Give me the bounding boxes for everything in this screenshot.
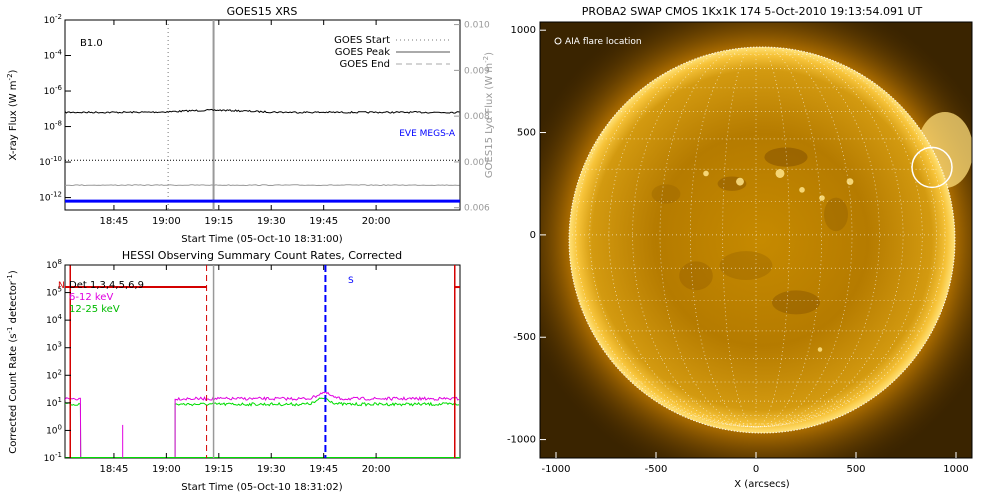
- hessi-saa-marker: S: [348, 276, 354, 286]
- goes-y-tick-label: 10-10: [39, 155, 62, 168]
- hessi-y-tick-label: 103: [46, 341, 62, 354]
- goes-y-tick-label: 10-12: [39, 191, 62, 204]
- hessi-y-tick-label: 100: [46, 423, 62, 436]
- longitude-grid-line: [659, 47, 757, 428]
- swap-title: PROBA2 SWAP CMOS 1Kx1K 174 5-Oct-2010 19…: [582, 5, 923, 18]
- active-region-bright-point: [703, 170, 709, 177]
- goes-y2-tick-label: 0.009: [464, 66, 490, 76]
- goes-y2-tick-label: 0.010: [464, 21, 490, 31]
- goes-y-tick-label: 10-2: [44, 13, 62, 26]
- hessi-x-tick-label: 19:30: [257, 464, 286, 475]
- goes-legend-start-label: GOES Start: [334, 35, 390, 46]
- hessi-title: HESSI Observing Summary Count Rates, Cor…: [122, 249, 402, 262]
- goes-y2-tick-label: 0.007: [464, 158, 490, 168]
- goes-y-tick-label: 10-8: [44, 120, 62, 133]
- hessi-x-tick-label: 19:00: [152, 464, 181, 475]
- hessi-low-energy-series: [65, 390, 460, 458]
- goes-x-tick-label: 18:45: [100, 216, 129, 227]
- goes-x-tick-label: 20:00: [362, 216, 391, 227]
- coronal-dark-region: [824, 197, 848, 232]
- hessi-legend-low: 6-12 keV: [69, 292, 113, 303]
- goes-x-tick-label: 19:45: [309, 216, 338, 227]
- goes-y2-tick-label: 0.008: [464, 112, 490, 122]
- hessi-panel: HESSI Observing Summary Count Rates, Cor…: [6, 249, 461, 493]
- longitude-grid-line: [575, 47, 757, 428]
- active-region-bright-point: [817, 347, 823, 352]
- goes-x-axis-label: Start Time (05-Oct-10 18:31:00): [181, 234, 342, 245]
- longitude-grid-line: [755, 47, 853, 428]
- longitude-grid-line: [722, 47, 757, 428]
- swap-x-tick-label: -1000: [541, 464, 570, 475]
- coronal-dark-region: [679, 261, 713, 291]
- hessi-night-marker: N: [58, 281, 65, 291]
- goes-long-series: [65, 108, 460, 114]
- hessi-y-tick-label: 101: [46, 396, 62, 409]
- goes-y-tick-label: 10-4: [44, 49, 63, 62]
- swap-solar-image: [540, 22, 972, 458]
- goes-x-tick-label: 19:00: [152, 216, 181, 227]
- goes-plot-frame: [64, 19, 461, 211]
- longitude-grid-line: [755, 47, 937, 428]
- coronal-dark-region: [764, 147, 808, 167]
- goes-y2-tick-label: 0.006: [464, 204, 490, 214]
- flare-legend-label: AIA flare location: [565, 37, 642, 47]
- solar-disk: [569, 47, 955, 433]
- swap-y-tick-label: 0: [530, 230, 536, 241]
- goes-panel: GOES15 XRS 18:45 19:00 19:15 19:30 19:45 20:0…: [6, 5, 495, 245]
- goes-y2-axis-label: GOES15 Lyα Flux (W m-2): [482, 52, 495, 178]
- swap-x-axis-label: X (arcsecs): [734, 479, 790, 490]
- swap-x-tick-label: 1000: [943, 464, 968, 475]
- active-region-bright-point: [799, 187, 805, 193]
- swap-panel: PROBA2 SWAP CMOS 1Kx1K 174 5-Oct-2010 19…: [507, 5, 973, 490]
- goes-x-tick-label: 19:30: [257, 216, 286, 227]
- goes-y-tick-label: 10-6: [44, 84, 63, 97]
- goes-class-label: B1.0: [80, 38, 103, 49]
- active-region-bright-point: [736, 177, 744, 186]
- coronal-dark-region: [772, 290, 820, 315]
- swap-y-tick-label: -500: [513, 332, 536, 343]
- hessi-y-tick-label: 105: [46, 286, 62, 299]
- swap-y-tick-label: 500: [517, 128, 536, 139]
- hessi-y-tick-label: 102: [46, 368, 62, 381]
- hessi-y-axis-label: Corrected Count Rate (s-1 detector-1): [6, 270, 19, 454]
- hessi-plot-frame: [64, 264, 461, 459]
- goes-lya-series: [65, 184, 460, 187]
- hessi-legend-high: 12-25 keV: [69, 304, 120, 315]
- swap-x-tick-label: 500: [846, 464, 865, 475]
- goes-legend: GOES Start GOES Peak GOES End: [334, 35, 450, 70]
- solar-limb-outline: [568, 46, 956, 434]
- hessi-x-tick-label: 19:15: [204, 464, 233, 475]
- hessi-x-axis-label: Start Time (05-Oct-10 18:31:02): [181, 482, 342, 493]
- swap-y-tick-label: 1000: [511, 25, 536, 36]
- active-region-bright-point: [819, 195, 825, 201]
- longitude-grid-line: [755, 47, 790, 428]
- active-region-bright-point: [775, 168, 785, 178]
- hessi-high-energy-series: [65, 397, 460, 458]
- hessi-legend: Det 1,3,4,5,6,9 6-12 keV 12-25 keV: [69, 280, 144, 315]
- coronal-dark-region: [651, 184, 681, 204]
- flare-legend-icon: [554, 37, 562, 45]
- goes-legend-peak-label: GOES Peak: [335, 47, 390, 58]
- swap-y-tick-label: -1000: [507, 435, 536, 446]
- goes-title: GOES15 XRS: [227, 5, 298, 18]
- hessi-x-tick-label: 19:45: [309, 464, 338, 475]
- hessi-y-tick-label: 108: [46, 258, 62, 271]
- goes-eve-label: EVE MEGS-A: [399, 129, 456, 139]
- hessi-y-tick-label: 10-1: [44, 451, 62, 464]
- goes-y-axis-label: X-ray Flux (W m-2): [6, 69, 19, 160]
- goes-legend-end-label: GOES End: [340, 59, 390, 70]
- swap-x-tick-label: 0: [753, 464, 759, 475]
- swap-x-tick-label: -500: [645, 464, 668, 475]
- hessi-x-tick-label: 20:00: [362, 464, 391, 475]
- hessi-legend-det: Det 1,3,4,5,6,9: [69, 280, 144, 291]
- hessi-y-tick-label: 104: [46, 313, 62, 326]
- goes-x-tick-label: 19:15: [204, 216, 233, 227]
- coronal-dark-region: [719, 251, 773, 280]
- flare-location-circle: [911, 146, 953, 189]
- hessi-x-tick-label: 18:45: [100, 464, 129, 475]
